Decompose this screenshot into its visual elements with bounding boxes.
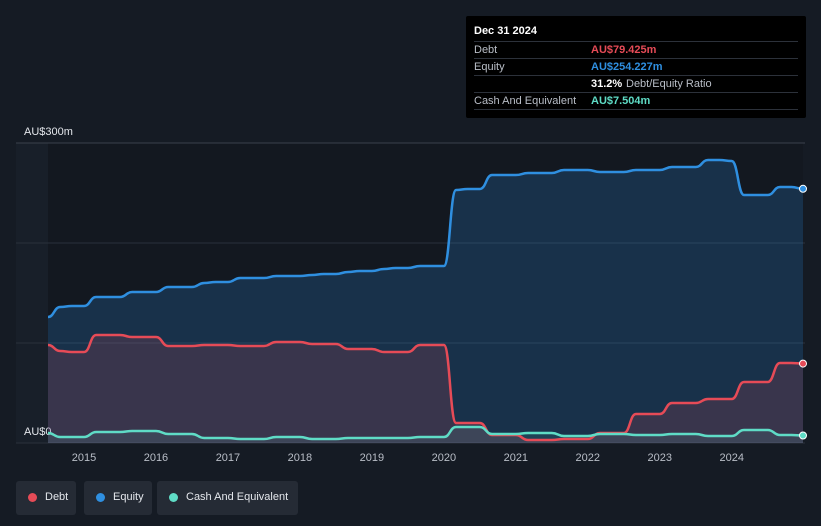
legend-cash-label: Cash And Equivalent — [186, 491, 289, 503]
tooltip-date: Dec 31 2024 — [474, 25, 537, 37]
tooltip-cash-row: Cash And Equivalent AU$7.504m — [474, 92, 798, 110]
x-tick-label: 2021 — [504, 452, 528, 464]
x-tick-label: 2020 — [432, 452, 456, 464]
tooltip-debt-value: AU$79.425m — [591, 44, 657, 56]
x-tick-label: 2022 — [576, 452, 600, 464]
equity-dot-icon — [96, 493, 105, 502]
x-tick-label: 2017 — [216, 452, 240, 464]
legend-item-equity[interactable]: Equity — [84, 481, 152, 515]
tooltip-cash-label: Cash And Equivalent — [474, 95, 577, 107]
debt-end-point — [799, 359, 807, 368]
cash-dot-icon — [169, 493, 178, 502]
plot-area — [48, 143, 803, 443]
x-tick-label: 2015 — [72, 452, 96, 464]
tooltip-debt-row: Debt AU$79.425m — [474, 41, 798, 58]
debt-area — [48, 335, 803, 443]
tooltip-panel: Dec 31 2024 Debt AU$79.425m Equity AU$25… — [466, 16, 806, 118]
x-tick-label: 2019 — [360, 452, 384, 464]
cash-end-point — [799, 431, 807, 440]
y-tick-label: AU$300m — [24, 126, 73, 138]
tooltip-ratio-value: 31.2% — [591, 78, 623, 90]
legend-equity-label: Equity — [113, 491, 144, 503]
y-tick-label: AU$0 — [24, 426, 52, 438]
tooltip-equity-row: Equity AU$254.227m — [474, 58, 798, 75]
x-tick-label: 2018 — [288, 452, 312, 464]
pre-data-region — [16, 143, 48, 443]
tooltip-debt-label: Debt — [474, 44, 498, 56]
tooltip-cash-value: AU$7.504m — [591, 95, 651, 107]
tooltip-equity-value: AU$254.227m — [591, 61, 663, 73]
legend-item-debt[interactable]: Debt — [16, 481, 76, 515]
cash-line — [47, 425, 804, 441]
equity-line — [47, 158, 804, 319]
debt-dot-icon — [28, 493, 37, 502]
tooltip-equity-label: Equity — [474, 61, 505, 73]
tooltip-ratio-row: 31.2% Debt/Equity Ratio — [474, 75, 798, 92]
debt-line — [47, 333, 804, 442]
legend-item-cash[interactable]: Cash And Equivalent — [157, 481, 298, 515]
x-tick-label: 2024 — [720, 452, 744, 464]
legend-debt-label: Debt — [45, 491, 69, 503]
equity-area — [48, 160, 803, 443]
x-tick-label: 2023 — [648, 452, 672, 464]
tooltip-ratio-label: Debt/Equity Ratio — [626, 78, 712, 90]
x-tick-label: 2016 — [144, 452, 168, 464]
equity-end-point — [799, 184, 807, 193]
